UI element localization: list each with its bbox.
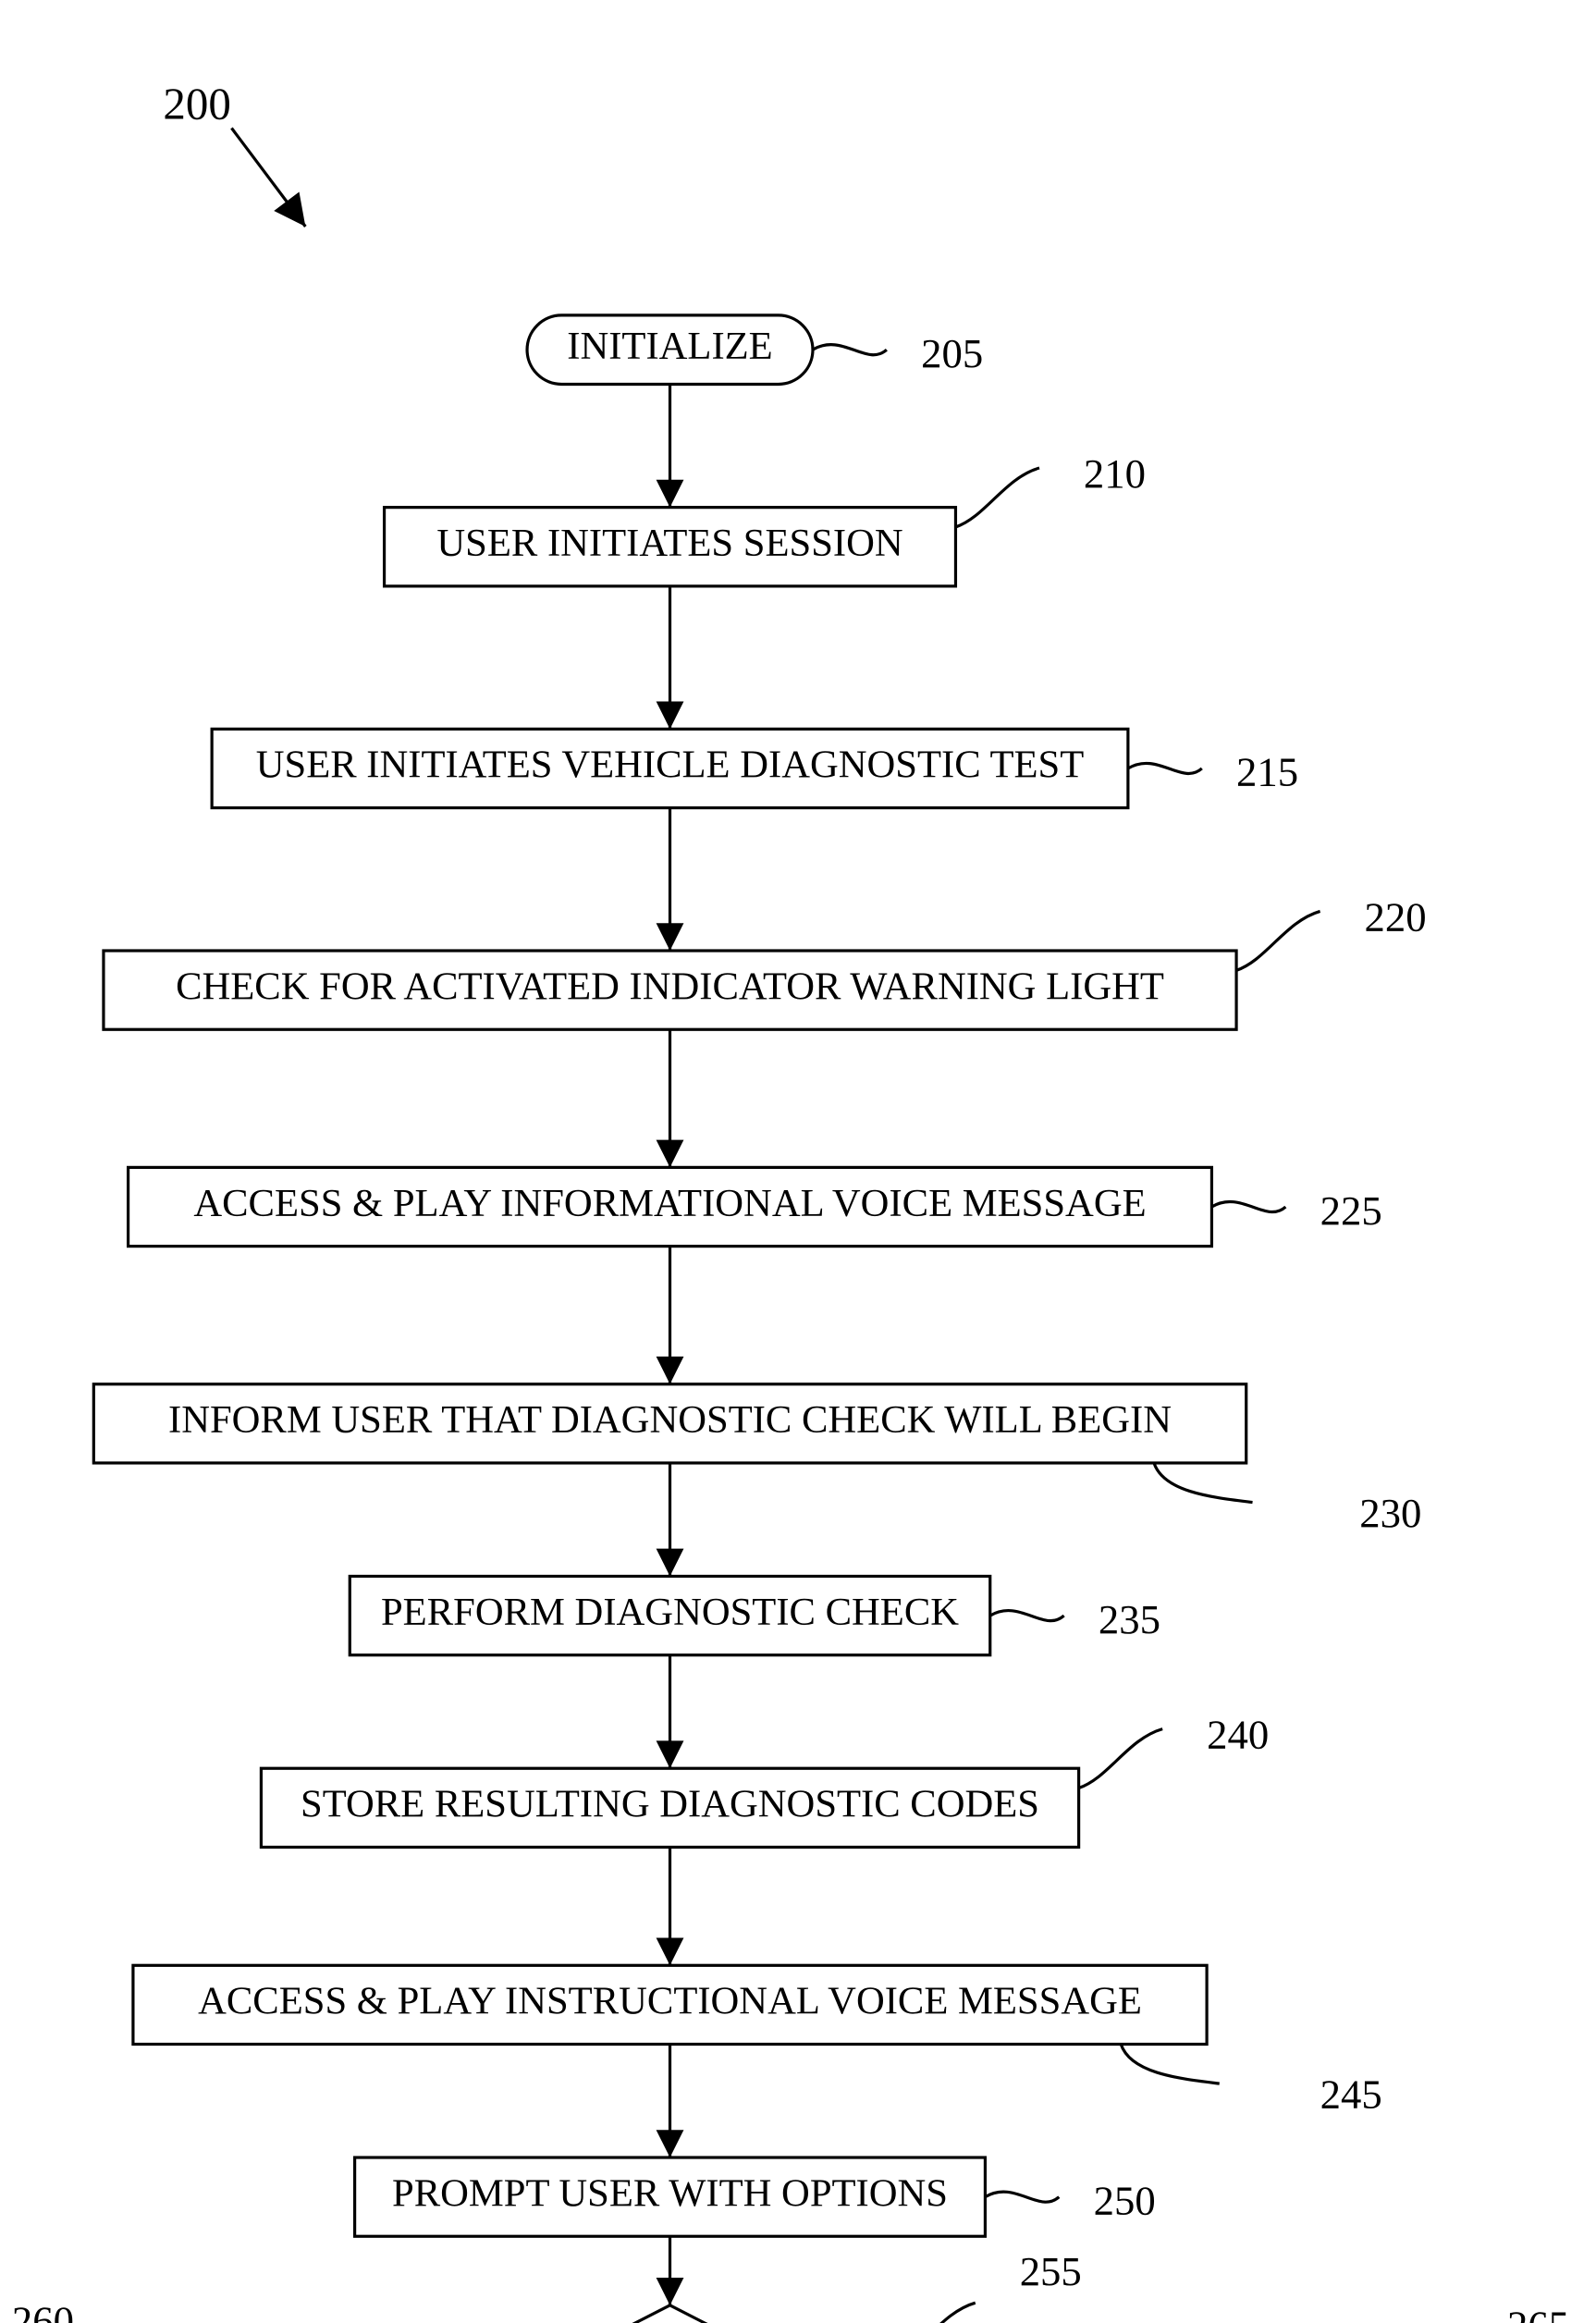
leader-n215 <box>1128 763 1202 773</box>
label-n230: INFORM USER THAT DIAGNOSTIC CHECK WILL B… <box>168 1398 1172 1442</box>
ref-n260: 260 <box>12 2297 74 2323</box>
ref-n235: 235 <box>1099 1596 1160 1642</box>
leader-n220 <box>1236 911 1320 970</box>
leader-n250 <box>985 2192 1059 2202</box>
ref-n210: 210 <box>1084 450 1146 497</box>
label-n225: ACCESS & PLAY INFORMATIONAL VOICE MESSAG… <box>193 1182 1146 1225</box>
ref-n255: 255 <box>1020 2248 1082 2294</box>
ref-n240: 240 <box>1207 1712 1269 1758</box>
leader-n225 <box>1211 1201 1285 1211</box>
label-n215: USER INITIATES VEHICLE DIAGNOSTIC TEST <box>256 744 1085 787</box>
label-n240: STORE RESULTING DIAGNOSTIC CODES <box>301 1783 1039 1826</box>
ref-n265: 265 <box>1507 2303 1569 2323</box>
figure-ref: 200 <box>163 78 230 129</box>
leader-n230 <box>1154 1463 1253 1503</box>
ref-n215: 215 <box>1236 749 1298 795</box>
leader-n255 <box>891 2303 976 2323</box>
leader-n235 <box>990 1611 1064 1621</box>
label-n250: PROMPT USER WITH OPTIONS <box>392 2171 948 2215</box>
flowchart: INITIALIZE 205 USER INITIATES SESSION 210 US… <box>0 0 1596 2323</box>
ref-n230: 230 <box>1359 1490 1421 1536</box>
ref-n220: 220 <box>1365 893 1427 940</box>
label-n220: CHECK FOR ACTIVATED INDICATOR WARNING LI… <box>176 965 1164 1008</box>
ref-n245: 245 <box>1320 2071 1382 2117</box>
ref-n225: 225 <box>1320 1187 1382 1234</box>
leader-n240 <box>1079 1729 1163 1788</box>
ref-n250: 250 <box>1094 2177 1156 2223</box>
leader-n205 <box>813 345 887 355</box>
label-n235: PERFORM DIAGNOSTIC CHECK <box>381 1591 959 1634</box>
label-n205: INITIALIZE <box>567 325 772 368</box>
node-n255 <box>448 2305 891 2323</box>
label-n245: ACCESS & PLAY INSTRUCTIONAL VOICE MESSAG… <box>198 1980 1142 2023</box>
leader-n210 <box>955 468 1039 527</box>
leader-n245 <box>1121 2045 1220 2084</box>
ref-n205: 205 <box>921 330 983 376</box>
label-n210: USER INITIATES SESSION <box>436 522 902 565</box>
